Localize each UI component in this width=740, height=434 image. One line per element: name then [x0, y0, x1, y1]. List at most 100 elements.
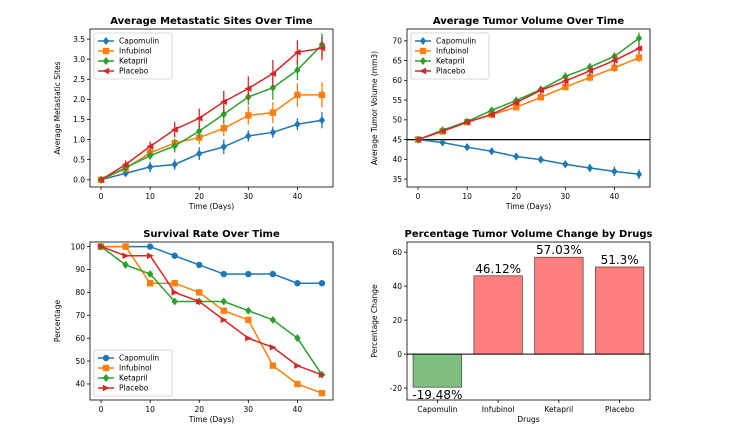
series-line	[100, 94, 322, 181]
legend-item-placebo: Placebo	[98, 384, 149, 393]
legend-label: Capomulin	[119, 37, 159, 46]
legend-label: Ketapril	[119, 374, 148, 383]
data-point	[97, 176, 105, 183]
legend-label: Infubinol	[119, 47, 152, 56]
series-line	[100, 119, 323, 181]
bar-value-label: 51.3%	[601, 253, 639, 267]
y-tick-label: 1.5	[73, 115, 85, 124]
legend-marker	[102, 364, 110, 372]
data-point	[245, 306, 252, 315]
legend-label: Placebo	[119, 384, 149, 393]
data-point	[318, 116, 326, 125]
data-point	[245, 131, 252, 140]
data-point	[122, 252, 130, 259]
data-point	[611, 64, 618, 72]
legend-label: Placebo	[436, 67, 466, 76]
data-point	[318, 371, 326, 379]
data-point	[294, 380, 301, 388]
legend-label: Ketapril	[119, 57, 148, 66]
data-point	[635, 170, 643, 179]
y-tick-label: -20	[390, 384, 402, 393]
data-point	[122, 243, 129, 250]
data-point	[414, 136, 422, 143]
y-axis-label: Average Tumor Volume (mm3)	[370, 51, 379, 165]
y-tick-label: 60	[75, 334, 85, 343]
data-point	[196, 261, 203, 269]
legend-item-capomulin: Capomulin	[415, 37, 476, 46]
data-point	[244, 85, 252, 92]
data-point	[269, 344, 277, 351]
chart-average-tumor-volume-over-time: 0 10 20 30 40 35 40 45 50 55 60 65 70 Average Tumor V…	[370, 16, 651, 211]
legend-item-infubinol: Infubinol	[98, 47, 152, 56]
data-point	[513, 104, 520, 111]
data-point	[537, 87, 544, 94]
data-point	[318, 45, 326, 52]
y-tick-label: 2.0	[73, 95, 85, 104]
y-tick-label: 0.5	[73, 155, 85, 164]
legend-item-capomulin: Capomulin	[98, 354, 159, 363]
x-tick-label: 40	[610, 192, 620, 201]
data-point	[245, 316, 252, 324]
chart-title: Survival Rate Over Time	[143, 229, 280, 240]
series-placebo	[97, 243, 326, 379]
legend-item-infubinol: Infubinol	[415, 47, 469, 56]
x-axis-label: Time (Days)	[188, 415, 234, 424]
chart-average-metastatic-sites-over-time: 0 10 20 30 40 0.0 0.5 1.0 1.5 2.0 2.5 3.0 3.5 Average…	[53, 16, 334, 211]
data-point	[269, 83, 277, 92]
data-point	[318, 389, 326, 397]
plot-frame	[406, 28, 651, 188]
series-placebo	[97, 36, 326, 183]
y-tick-label: 80	[75, 288, 85, 297]
series-line	[101, 245, 322, 284]
data-point	[269, 109, 277, 116]
x-axis-label: Time (Days)	[505, 202, 551, 211]
data-point	[171, 297, 178, 306]
data-point	[170, 126, 178, 133]
y-axis-label: Percentage	[53, 300, 62, 343]
data-point	[586, 163, 594, 172]
y-tick-label: 90	[75, 265, 85, 274]
data-point	[171, 141, 178, 150]
data-point	[171, 252, 178, 259]
chart-percentage-tumor-volume-change-by-drugs: -20 0 20 40 60 Capomulin -19.48% Infubinol 46.12…	[370, 229, 653, 424]
legend-label: Placebo	[119, 67, 149, 76]
legend-marker	[102, 374, 110, 382]
y-axis-label: Percentage Change	[370, 284, 379, 358]
y-tick-label: 60	[392, 248, 402, 257]
legend-label: Capomulin	[436, 37, 476, 46]
bar-capomulin	[412, 353, 463, 388]
legend-box	[93, 32, 173, 80]
x-axis-label: Time (Days)	[188, 202, 234, 211]
legend-marker	[419, 37, 427, 45]
data-point	[294, 120, 301, 129]
data-point	[196, 127, 203, 136]
data-point	[196, 298, 203, 305]
x-tick-label: 40	[293, 405, 303, 414]
x-tick-label: Capomulin	[417, 405, 457, 414]
data-point	[439, 138, 446, 147]
data-point	[146, 151, 154, 160]
data-point	[269, 270, 277, 278]
data-point	[269, 70, 277, 77]
data-point	[294, 91, 301, 99]
data-point	[245, 270, 252, 278]
legend-marker	[102, 47, 110, 55]
x-tick-label: Infubinol	[482, 405, 515, 414]
data-point	[561, 77, 569, 85]
data-point	[294, 334, 301, 343]
data-point	[196, 149, 203, 158]
y-tick-label: 50	[392, 116, 402, 125]
data-point	[294, 66, 301, 75]
y-tick-label: 40	[392, 155, 402, 164]
chart-title: Percentage Tumor Volume Change by Drugs	[404, 229, 652, 240]
legend-item-capomulin: Capomulin	[98, 37, 159, 46]
x-tick-label: 20	[194, 405, 204, 414]
y-tick-label: 1.0	[73, 135, 85, 144]
y-tick-label: 40	[392, 282, 402, 291]
data-point	[122, 260, 129, 269]
data-point	[635, 45, 643, 52]
data-point	[269, 315, 277, 324]
data-point	[220, 98, 227, 105]
data-point	[220, 125, 227, 132]
